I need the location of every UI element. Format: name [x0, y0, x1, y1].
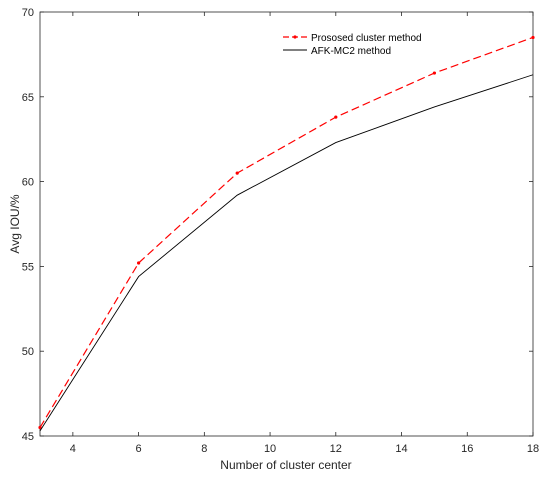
x-tick-label: 12	[330, 443, 342, 455]
series-point	[235, 171, 239, 175]
x-tick-label: 6	[136, 443, 142, 455]
series-point	[137, 261, 141, 265]
x-tick-label: 18	[527, 443, 539, 455]
series-line-proposed	[39, 36, 534, 428]
x-tick-label: 8	[201, 443, 207, 455]
series-group	[38, 35, 535, 432]
plot-area	[39, 11, 534, 437]
y-tick-label: 50	[22, 346, 34, 358]
series-line-afk-mc2	[39, 74, 534, 432]
y-axis-title: Avg IOU/%	[8, 194, 22, 253]
series-point	[531, 35, 535, 40]
series-point	[334, 115, 338, 119]
legend-box	[278, 28, 420, 60]
x-axis-title: Number of cluster center	[220, 458, 351, 472]
y-tick-label: 70	[22, 7, 34, 19]
series-point	[432, 71, 436, 75]
series-point	[38, 425, 42, 430]
y-tick-label: 60	[22, 177, 34, 189]
legend-label-proposed: Prososed cluster method	[311, 33, 422, 44]
x-tick-label: 16	[461, 443, 473, 455]
y-tick-label: 45	[22, 431, 34, 443]
x-tick-label: 4	[70, 443, 76, 455]
y-tick-label: 55	[22, 261, 34, 273]
x-tick-label: 14	[395, 443, 407, 455]
axis-ticks: 4 6 8 10 12 14 16 18 45 50 55 60 65 70	[22, 7, 539, 455]
legend-marker-proposed	[293, 35, 297, 39]
y-tick-label: 65	[22, 92, 34, 104]
legend: Prososed cluster method AFK-MC2 method	[278, 28, 422, 60]
legend-label-afk: AFK-MC2 method	[311, 46, 391, 57]
x-tick-label: 10	[264, 443, 276, 455]
